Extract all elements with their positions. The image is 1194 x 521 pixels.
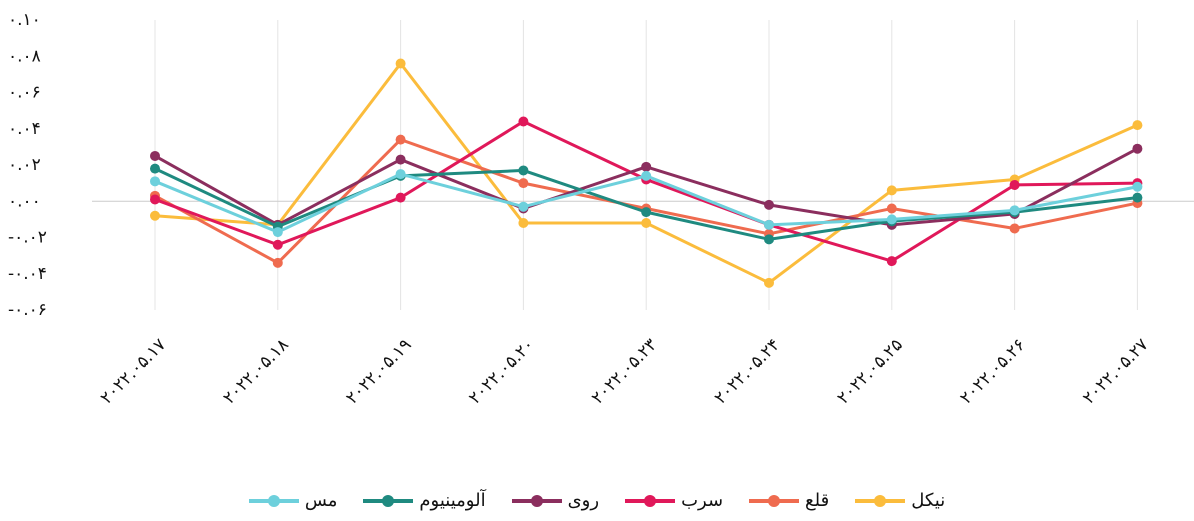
y-tick-label: ۰.۰۴ [8, 119, 41, 139]
legend: نیکل قلع سرب روی آلومینیوم مس [0, 490, 1194, 511]
legend-dot [768, 494, 781, 507]
legend-icon [363, 494, 414, 507]
x-tick-label: ۲۰۲۲.۰۵.۲۳ [588, 335, 661, 408]
data-point [518, 178, 529, 189]
x-tick-label: ۲۰۲۲.۰۵.۲۴ [711, 335, 784, 408]
data-point [395, 169, 406, 180]
y-tick-label: -۰.۰۲ [8, 228, 47, 248]
legend-item: سرب [625, 490, 723, 511]
data-point [395, 134, 406, 145]
data-point [886, 203, 897, 214]
data-point [1132, 120, 1143, 131]
y-tick-label: ۰.۰۲ [8, 155, 41, 175]
legend-dot [267, 494, 280, 507]
legend-item: آلومینیوم [363, 490, 486, 511]
legend-dot [874, 494, 887, 507]
legend-label: مس [304, 490, 338, 511]
legend-label: روی [567, 490, 600, 511]
data-point [764, 234, 774, 245]
legend-label: سرب [681, 490, 724, 511]
x-tick-label: ۲۰۲۲.۰۵.۲۵ [833, 335, 906, 408]
data-point [395, 192, 406, 203]
x-tick-label: ۲۰۲۲.۰۵.۲۶ [956, 335, 1029, 408]
data-point [150, 150, 160, 161]
data-point [518, 218, 529, 228]
data-point [150, 176, 160, 187]
legend-item: روی [511, 490, 600, 511]
y-tick-label: ۰.۰۶ [8, 83, 41, 103]
data-point [518, 165, 529, 176]
legend-label: قلع [805, 490, 830, 511]
legend-dot [644, 494, 657, 507]
data-point [886, 185, 897, 196]
legend-item: نیکل [855, 490, 945, 511]
data-point [272, 239, 283, 250]
chart: -۰.۰۶ -۰.۰۴ -۰.۰۲ ۰.۰۰ ۰.۰۲ ۰.۰۴ ۰.۰۶ ۰.۰۸ ۰.۱۰ ۲… [8, 10, 1194, 408]
data-point [641, 218, 652, 228]
legend-item: قلع [749, 490, 829, 511]
legend-label: آلومینیوم [419, 490, 486, 511]
data-point [150, 163, 160, 174]
y-tick-label: ۰.۱۰ [8, 10, 41, 30]
legend-dot [530, 494, 543, 507]
x-tick-label: ۲۰۲۲.۰۵.۱۸ [219, 335, 292, 408]
legend-icon [855, 494, 906, 507]
y-tick-label: ۰.۰۰ [8, 191, 41, 211]
data-point [1009, 223, 1020, 234]
legend-icon [248, 494, 299, 507]
legend-dot [382, 494, 395, 507]
x-tick-label: ۲۰۲۲.۰۵.۱۹ [342, 335, 415, 408]
data-point [1132, 181, 1143, 192]
data-point [1009, 179, 1020, 190]
legend-label: نیکل [911, 490, 946, 511]
data-point [764, 219, 774, 230]
legend-item: مس [248, 490, 338, 511]
y-tick-label: -۰.۰۶ [8, 300, 47, 320]
y-tick-label: ۰.۰۸ [8, 46, 41, 66]
data-point [518, 201, 529, 212]
x-tick-label: ۲۰۲۲.۰۵.۲۷ [1079, 335, 1152, 408]
legend-icon [625, 494, 676, 507]
data-point [1009, 205, 1020, 216]
data-point [395, 58, 406, 69]
x-tick-label: ۲۰۲۲.۰۵.۲۰ [465, 335, 538, 408]
data-point [764, 277, 774, 288]
x-tick-label: ۲۰۲۲.۰۵.۱۷ [97, 335, 170, 408]
data-point [764, 199, 774, 210]
data-point [1132, 192, 1143, 203]
data-point [150, 210, 160, 221]
data-point [641, 161, 652, 172]
legend-icon [511, 494, 562, 507]
data-point [272, 257, 283, 268]
data-point [886, 256, 897, 267]
data-point [150, 194, 160, 205]
legend-icon [749, 494, 800, 507]
data-point [641, 170, 652, 181]
data-point [641, 207, 652, 218]
y-tick-label: -۰.۰۴ [8, 264, 47, 284]
data-point [1132, 143, 1143, 154]
data-point [518, 116, 529, 127]
data-point [886, 214, 897, 225]
data-point [395, 154, 406, 165]
data-point [272, 227, 283, 238]
